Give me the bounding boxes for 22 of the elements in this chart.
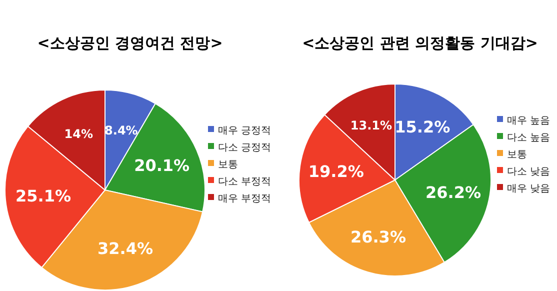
- legend-label: 매우 낮음: [507, 184, 550, 194]
- data-label: 13.1%: [350, 118, 392, 133]
- data-label: 25.1%: [16, 186, 72, 206]
- legend-label: 매우 부정적: [218, 194, 272, 204]
- legend-label: 다소 낮음: [507, 166, 550, 178]
- legend-label: 다소 긍정적: [218, 142, 272, 154]
- data-label: 14%: [64, 127, 93, 142]
- data-label: 20.1%: [134, 156, 190, 175]
- data-label: 8.4%: [104, 123, 138, 138]
- data-label: 26.2%: [425, 182, 482, 202]
- legend-label: 다소 높음: [507, 132, 550, 144]
- legend-label: 보통: [507, 150, 527, 160]
- legend-label: 보통: [218, 160, 238, 170]
- data-label: 19.2%: [308, 162, 364, 182]
- legend-label: 매우 높음: [507, 116, 550, 126]
- legend-label: 매우 긍정적: [218, 126, 272, 136]
- data-label: 15.2%: [394, 118, 450, 137]
- chart-title: <소상공인 경영여건 전망>: [37, 34, 223, 52]
- data-label: 32.4%: [98, 239, 154, 258]
- legend-label: 다소 부정적: [218, 176, 272, 188]
- data-label: 26.3%: [350, 228, 406, 247]
- chart-title: <소상공인 관련 의정활동 기대감>: [302, 34, 538, 52]
